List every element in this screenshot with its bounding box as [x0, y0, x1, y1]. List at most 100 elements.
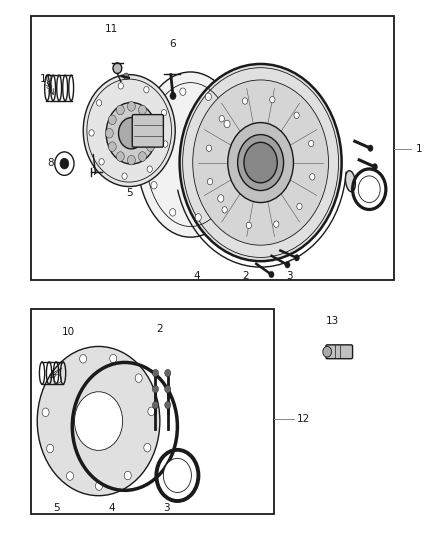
Text: 6: 6 [170, 39, 177, 49]
Circle shape [127, 102, 135, 111]
Circle shape [244, 142, 277, 183]
Circle shape [224, 120, 230, 127]
Text: 13: 13 [326, 316, 339, 326]
Text: 3: 3 [286, 271, 293, 281]
Ellipse shape [346, 171, 355, 192]
Circle shape [285, 262, 290, 268]
Circle shape [205, 93, 212, 101]
Text: 10: 10 [61, 327, 74, 336]
Circle shape [358, 176, 380, 203]
Text: 9: 9 [305, 122, 312, 132]
Circle shape [323, 346, 332, 357]
Circle shape [372, 164, 378, 170]
Text: 12: 12 [297, 415, 310, 424]
Circle shape [127, 155, 135, 165]
Circle shape [138, 105, 146, 115]
Text: 3: 3 [163, 503, 170, 513]
Circle shape [242, 98, 247, 104]
Circle shape [170, 92, 176, 100]
Ellipse shape [137, 72, 244, 237]
Circle shape [110, 354, 117, 363]
Circle shape [147, 166, 152, 172]
Circle shape [237, 134, 284, 191]
Circle shape [138, 152, 146, 161]
Circle shape [297, 203, 302, 209]
Circle shape [206, 145, 212, 151]
Circle shape [124, 471, 131, 480]
Circle shape [106, 102, 157, 164]
Circle shape [117, 105, 124, 115]
Circle shape [135, 374, 142, 382]
Circle shape [124, 73, 129, 79]
Circle shape [152, 401, 159, 409]
Circle shape [106, 128, 113, 138]
Circle shape [310, 174, 315, 180]
Circle shape [119, 118, 144, 149]
Circle shape [222, 207, 227, 213]
Circle shape [180, 64, 342, 261]
Circle shape [163, 458, 191, 492]
Circle shape [270, 96, 275, 103]
Circle shape [152, 385, 159, 393]
Circle shape [54, 375, 61, 383]
Text: 10: 10 [39, 74, 53, 84]
Circle shape [42, 408, 49, 417]
Circle shape [46, 444, 53, 453]
Circle shape [368, 145, 373, 151]
Circle shape [108, 142, 116, 151]
Circle shape [180, 88, 186, 95]
Circle shape [117, 152, 124, 161]
Text: 2: 2 [156, 325, 163, 334]
Circle shape [165, 369, 171, 377]
Circle shape [165, 385, 171, 393]
Bar [31, 16, 394, 280]
Circle shape [219, 116, 224, 122]
Circle shape [149, 128, 157, 138]
Bar [31, 309, 274, 514]
Text: 5: 5 [126, 188, 133, 198]
Text: 7: 7 [91, 167, 98, 176]
Circle shape [83, 75, 175, 187]
Circle shape [294, 255, 300, 261]
Circle shape [147, 142, 155, 151]
Circle shape [144, 86, 149, 93]
Circle shape [152, 369, 159, 377]
Circle shape [294, 112, 299, 118]
Text: 4: 4 [194, 271, 201, 281]
Circle shape [193, 80, 328, 245]
Circle shape [89, 130, 94, 136]
Circle shape [148, 407, 155, 416]
Circle shape [170, 208, 176, 216]
Circle shape [37, 346, 160, 496]
Circle shape [74, 392, 123, 450]
Circle shape [55, 152, 74, 175]
Circle shape [162, 141, 168, 147]
Circle shape [228, 123, 293, 203]
Circle shape [157, 107, 163, 115]
Circle shape [146, 143, 152, 150]
Circle shape [95, 482, 102, 490]
Circle shape [218, 195, 224, 202]
Circle shape [269, 271, 274, 278]
Text: 5: 5 [53, 503, 60, 513]
Text: 8: 8 [47, 158, 54, 167]
Circle shape [229, 159, 235, 166]
FancyBboxPatch shape [132, 115, 163, 147]
Circle shape [309, 140, 314, 147]
Text: 4: 4 [108, 503, 115, 513]
Circle shape [246, 222, 251, 229]
Circle shape [80, 354, 87, 363]
Circle shape [151, 182, 157, 189]
FancyBboxPatch shape [326, 345, 353, 359]
Text: 11: 11 [105, 25, 118, 34]
Circle shape [108, 115, 116, 125]
Circle shape [96, 100, 102, 106]
Circle shape [60, 158, 69, 169]
Circle shape [161, 109, 166, 116]
Circle shape [67, 472, 74, 480]
Circle shape [113, 63, 122, 74]
Circle shape [144, 443, 151, 452]
Circle shape [165, 401, 171, 409]
Circle shape [99, 159, 104, 165]
Circle shape [118, 83, 124, 89]
